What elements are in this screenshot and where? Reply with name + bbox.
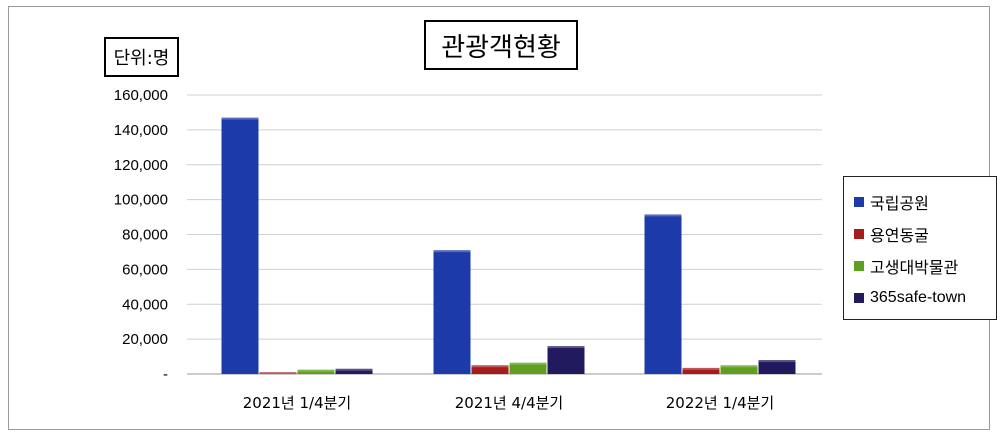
bar	[644, 214, 682, 374]
y-tick-label: 140,000	[114, 122, 168, 139]
bar	[547, 346, 585, 374]
bar-highlight	[433, 250, 471, 253]
legend-item: 365safe-town	[854, 282, 996, 314]
legend-label: 국립공원	[870, 194, 929, 213]
bar	[433, 250, 471, 374]
y-tick-label: -	[163, 366, 168, 383]
bar-highlight	[720, 365, 758, 368]
y-tick-label: 20,000	[122, 331, 168, 348]
bar	[682, 367, 720, 374]
legend-swatch	[854, 261, 864, 271]
bar	[297, 369, 335, 374]
x-tick-label: 2021년 4/4분기	[455, 394, 563, 412]
bar	[758, 360, 796, 374]
legend-label: 용연동굴	[870, 226, 929, 245]
bar-highlight	[335, 368, 373, 371]
unit-label: 단위:명	[104, 37, 179, 77]
y-tick-label: 120,000	[114, 157, 168, 174]
legend-label: 365safe-town	[870, 289, 967, 306]
bar-highlight	[297, 369, 335, 372]
y-tick-label: 100,000	[114, 192, 168, 209]
bar-highlight	[644, 214, 682, 217]
legend-item: 국립공원	[854, 186, 996, 218]
bar-highlight	[259, 372, 297, 374]
bar-highlight	[682, 367, 720, 370]
bar	[720, 365, 758, 374]
x-tick-label: 2022년 1/4분기	[666, 394, 774, 412]
bar	[509, 362, 547, 374]
bar-highlight	[509, 362, 547, 365]
bar-highlight	[471, 365, 509, 368]
legend-swatch	[854, 197, 864, 207]
legend-item: 용연동굴	[854, 218, 996, 250]
chart-title: 관광객현황	[424, 20, 578, 70]
bar	[221, 117, 259, 374]
x-tick-label: 2021년 1/4분기	[243, 394, 351, 412]
legend-swatch	[854, 293, 864, 303]
bar	[471, 365, 509, 374]
bar	[335, 368, 373, 374]
legend-label: 고생대박물관	[870, 258, 959, 277]
bar-highlight	[758, 360, 796, 363]
legend-swatch	[854, 229, 864, 239]
bar-highlight	[221, 117, 259, 120]
y-tick-label: 40,000	[122, 296, 168, 313]
y-tick-label: 80,000	[122, 227, 168, 244]
bar	[259, 372, 297, 374]
legend-item: 고생대박물관	[854, 250, 996, 282]
bar-highlight	[547, 346, 585, 349]
y-tick-label: 160,000	[114, 87, 168, 104]
y-tick-label: 60,000	[122, 261, 168, 278]
